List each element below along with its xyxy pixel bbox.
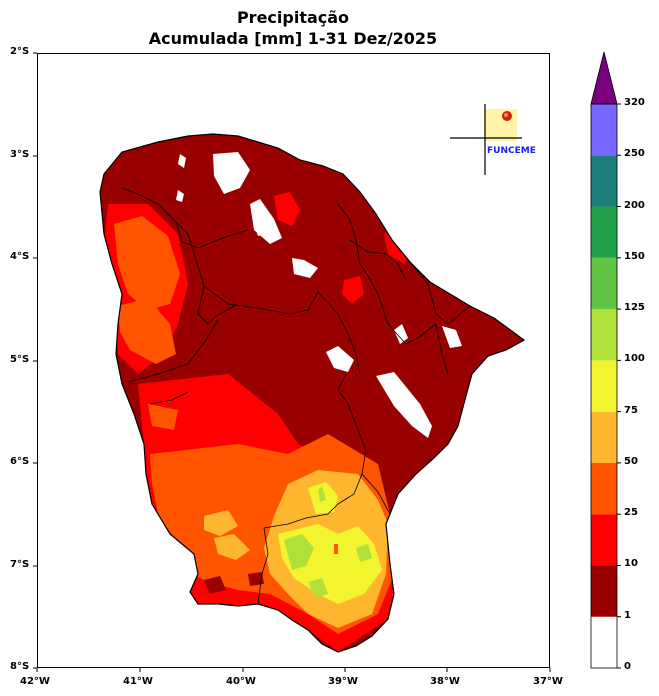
funceme-logo: FUNCEME <box>450 104 536 175</box>
x-tick-label: 42°W <box>20 676 50 687</box>
colorbar-extend-arrow <box>590 51 618 105</box>
funceme-logo-text: FUNCEME <box>487 146 536 156</box>
colorbar-segment <box>591 462 617 515</box>
colorbar-tick-label: 250 <box>624 148 645 160</box>
x-tick-label: 38°W <box>430 676 460 687</box>
x-tick-label: 37°W <box>533 676 563 687</box>
colorbar-tick-label: 50 <box>624 455 638 467</box>
y-tick-label: 4°S <box>10 251 30 262</box>
colorbar-tick-label: 125 <box>624 302 645 314</box>
y-tick-label: 5°S <box>10 354 30 365</box>
colorbar-segment <box>591 206 617 258</box>
y-tick-label: 8°S <box>10 661 30 672</box>
colorbar-segment <box>591 565 617 617</box>
colorbar-tick-label: 10 <box>624 558 638 570</box>
colorbar-segment <box>591 155 617 207</box>
colorbar-segment <box>591 514 617 566</box>
x-tick-label: 39°W <box>328 676 358 687</box>
colorbar-segment <box>591 309 617 361</box>
colorbar-segment <box>591 616 617 668</box>
chart-title-line-1: Precipitação <box>236 8 350 27</box>
colorbar-segment <box>591 360 617 412</box>
y-tick-label: 3°S <box>10 149 30 160</box>
colorbar-tick-label: 320 <box>624 97 645 108</box>
y-tick-label: 2°S <box>10 46 30 57</box>
map-frame: FUNCEME <box>37 53 550 668</box>
colorbar-tick-label: 100 <box>624 353 645 365</box>
x-tick-label: 41°W <box>123 676 153 687</box>
x-tick-label: 40°W <box>226 676 256 687</box>
colorbar-tick-label: 0 <box>624 661 631 672</box>
y-tick-label: 6°S <box>10 456 30 467</box>
colorbar-segment <box>591 411 617 463</box>
colorbar-tick-label: 1 <box>624 609 631 621</box>
colorbar-tick-label: 200 <box>624 199 645 211</box>
colorbar-tick-label: 25 <box>624 507 638 519</box>
colorbar-tick-label: 150 <box>624 250 645 262</box>
precipitation-fill <box>100 134 524 652</box>
precipitation-map: FUNCEME <box>99 104 536 653</box>
colorbar-tick-label: 75 <box>624 404 638 416</box>
colorbar-segment <box>591 104 617 156</box>
y-tick-label: 7°S <box>10 559 30 570</box>
region-boundaries <box>121 187 471 605</box>
chart-title-line-2: Acumulada [mm] 1-31 Dez/2025 <box>148 29 438 48</box>
colorbar-segment <box>591 257 617 310</box>
